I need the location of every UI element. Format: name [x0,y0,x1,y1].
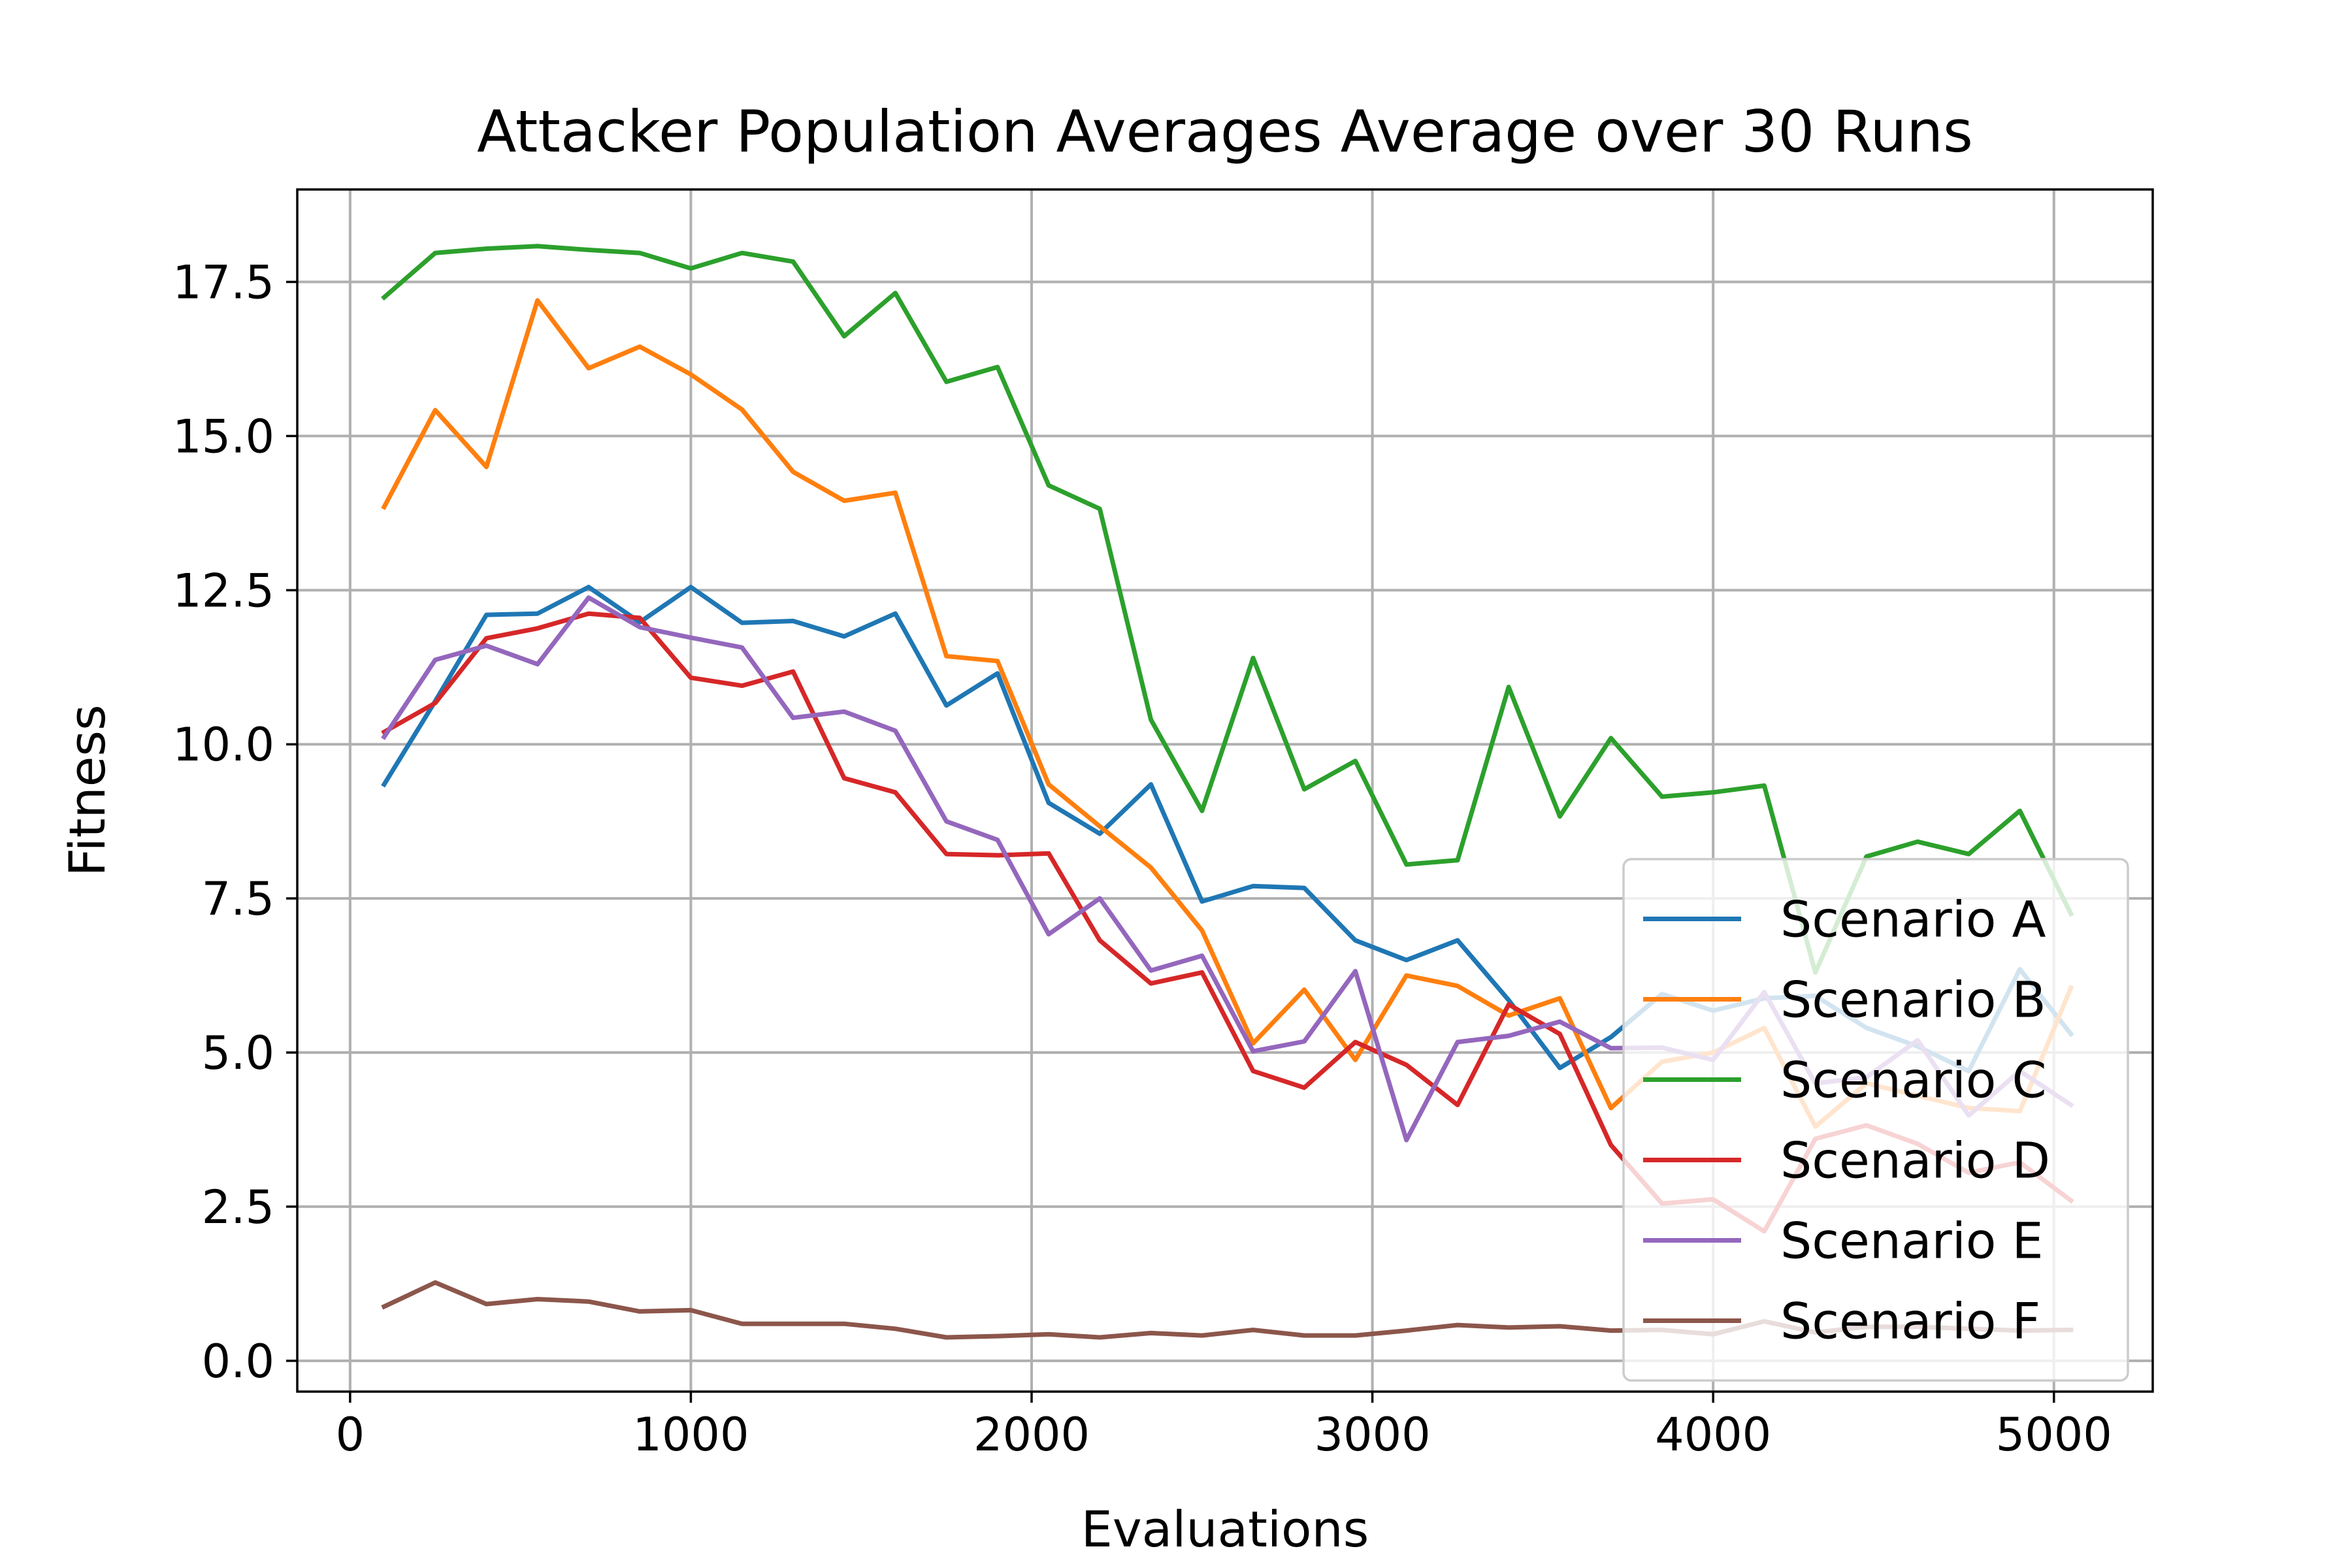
legend-label-scenario-d: Scenario D [1780,1132,2050,1190]
y-tick-label: 10.0 [172,718,274,772]
y-tick-label: 7.5 [202,872,274,926]
y-tick-label: 0.0 [202,1335,274,1388]
y-tick-label: 5.0 [202,1026,274,1080]
legend-label-scenario-b: Scenario B [1780,971,2046,1029]
x-axis-label: Evaluations [1081,1500,1369,1558]
y-axis-label: Fitness [58,704,116,876]
legend-label-scenario-e: Scenario E [1780,1212,2044,1270]
legend: Scenario A Scenario B Scenario C Scenario D… [1622,858,2129,1382]
legend-label-scenario-f: Scenario F [1780,1292,2040,1350]
x-tick-label: 3000 [1315,1408,1431,1462]
x-tick-label: 5000 [1996,1408,2112,1462]
y-tick-label: 15.0 [172,410,274,463]
axis-ticks: 0 1000 2000 3000 4000 5000 0.0 2.5 5.0 7.5 10.0 12.… [172,256,2112,1462]
plot-frame [296,188,2154,1393]
x-tick-label: 1000 [632,1408,749,1462]
x-tick-label: 4000 [1655,1408,1771,1462]
x-tick-label: 0 [336,1408,365,1462]
chart-title: Attacker Population Averages Average ove… [477,98,1973,165]
legend-box [1622,858,2129,1382]
legend-label-scenario-c: Scenario C [1780,1051,2047,1109]
y-tick-label: 2.5 [202,1181,274,1234]
y-tick-label: 17.5 [172,256,274,310]
y-tick-label: 12.5 [172,564,274,617]
x-tick-label: 2000 [973,1408,1090,1462]
legend-label-scenario-a: Scenario A [1780,890,2046,949]
